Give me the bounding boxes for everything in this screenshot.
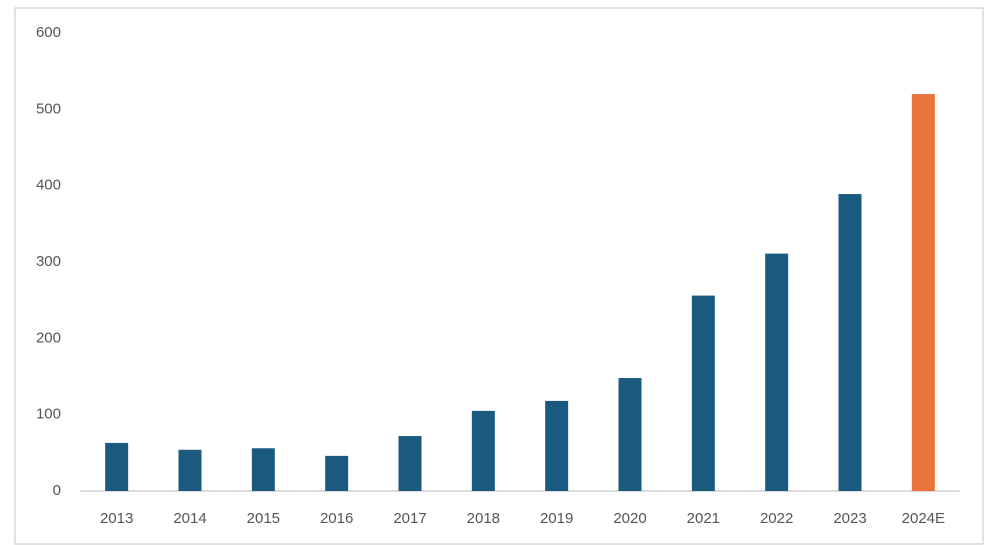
bar [691,295,715,491]
x-tick-label: 2020 [613,510,646,527]
x-tick-label: 2016 [320,510,353,527]
x-tick-label: 2021 [687,510,720,527]
chart-frame [14,7,984,545]
x-tick-label: 2024E [902,510,945,527]
bar [911,94,935,492]
bar [251,448,275,491]
bar [545,400,569,491]
bar [765,253,789,491]
y-tick-label: 300 [36,253,61,270]
x-tick-label: 2015 [247,510,280,527]
x-tick-label: 2013 [100,510,133,527]
bar [178,449,202,491]
bar [838,194,862,491]
y-tick-label: 400 [36,177,61,194]
x-tick-label: 2019 [540,510,573,527]
x-tick-label: 2014 [173,510,206,527]
y-tick-label: 600 [36,24,61,41]
bar [471,410,495,491]
x-tick-label: 2018 [467,510,500,527]
x-tick-label: 2022 [760,510,793,527]
y-tick-label: 0 [53,482,61,499]
bar [398,436,422,491]
bar [105,442,129,491]
bar [325,455,349,491]
y-tick-label: 100 [36,406,61,423]
y-tick-label: 200 [36,329,61,346]
y-tick-label: 500 [36,100,61,117]
x-tick-label: 2017 [393,510,426,527]
bar [618,378,642,491]
x-tick-label: 2023 [833,510,866,527]
